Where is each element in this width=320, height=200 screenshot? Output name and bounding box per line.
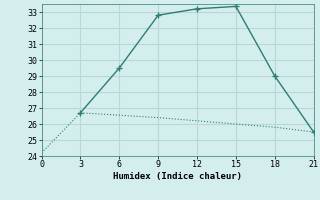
X-axis label: Humidex (Indice chaleur): Humidex (Indice chaleur) [113,172,242,181]
